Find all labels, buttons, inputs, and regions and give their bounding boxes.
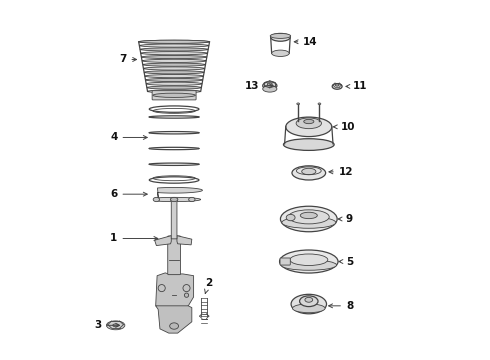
Ellipse shape: [153, 93, 196, 98]
Ellipse shape: [143, 63, 205, 66]
Polygon shape: [156, 273, 194, 309]
Text: 4: 4: [110, 132, 147, 143]
Ellipse shape: [270, 33, 291, 39]
Ellipse shape: [286, 215, 295, 221]
Ellipse shape: [299, 296, 318, 307]
Ellipse shape: [293, 304, 325, 313]
Ellipse shape: [281, 260, 337, 270]
FancyBboxPatch shape: [172, 199, 177, 239]
Polygon shape: [157, 188, 202, 202]
Ellipse shape: [153, 197, 160, 202]
Ellipse shape: [184, 293, 189, 297]
Text: 12: 12: [329, 167, 353, 177]
Ellipse shape: [145, 75, 203, 78]
Ellipse shape: [139, 44, 209, 47]
Ellipse shape: [189, 197, 195, 202]
Ellipse shape: [270, 33, 290, 41]
Ellipse shape: [304, 120, 314, 124]
Ellipse shape: [289, 210, 329, 224]
Ellipse shape: [300, 212, 318, 219]
Text: 13: 13: [245, 81, 273, 91]
Ellipse shape: [283, 139, 334, 150]
Polygon shape: [177, 236, 192, 245]
Ellipse shape: [142, 59, 206, 62]
Text: 7: 7: [119, 54, 137, 64]
Ellipse shape: [268, 83, 272, 86]
FancyBboxPatch shape: [168, 236, 180, 275]
Ellipse shape: [292, 166, 326, 180]
Ellipse shape: [335, 84, 339, 86]
Ellipse shape: [291, 294, 326, 314]
Text: 3: 3: [94, 320, 120, 330]
Ellipse shape: [139, 40, 210, 43]
Ellipse shape: [305, 297, 313, 302]
Ellipse shape: [147, 86, 201, 89]
Ellipse shape: [302, 168, 316, 175]
Ellipse shape: [144, 71, 204, 74]
Ellipse shape: [142, 55, 207, 59]
Ellipse shape: [282, 217, 336, 228]
Polygon shape: [156, 306, 192, 333]
Polygon shape: [155, 236, 172, 246]
Ellipse shape: [170, 323, 178, 329]
Text: 10: 10: [333, 122, 355, 132]
Ellipse shape: [140, 48, 208, 51]
Ellipse shape: [147, 90, 201, 93]
Ellipse shape: [286, 117, 332, 136]
Text: 11: 11: [346, 81, 368, 91]
Ellipse shape: [332, 84, 342, 89]
Ellipse shape: [113, 324, 119, 327]
FancyBboxPatch shape: [280, 258, 290, 265]
Text: 2: 2: [205, 278, 212, 293]
Ellipse shape: [280, 250, 338, 273]
Ellipse shape: [146, 82, 202, 85]
Ellipse shape: [280, 206, 337, 232]
Ellipse shape: [146, 78, 203, 81]
Text: 9: 9: [338, 214, 353, 224]
Text: 8: 8: [329, 301, 353, 311]
Ellipse shape: [106, 321, 125, 330]
Text: 1: 1: [110, 234, 158, 243]
Text: 5: 5: [339, 257, 353, 266]
Ellipse shape: [318, 103, 321, 105]
Ellipse shape: [144, 67, 205, 70]
Text: 14: 14: [294, 37, 318, 47]
Ellipse shape: [171, 197, 178, 202]
Ellipse shape: [263, 86, 277, 92]
Ellipse shape: [296, 118, 321, 129]
Ellipse shape: [297, 103, 299, 105]
FancyBboxPatch shape: [152, 91, 196, 100]
Text: 6: 6: [110, 189, 147, 199]
Ellipse shape: [141, 51, 207, 55]
Ellipse shape: [290, 254, 328, 266]
Ellipse shape: [271, 50, 289, 57]
Ellipse shape: [139, 40, 210, 43]
Ellipse shape: [263, 82, 277, 90]
